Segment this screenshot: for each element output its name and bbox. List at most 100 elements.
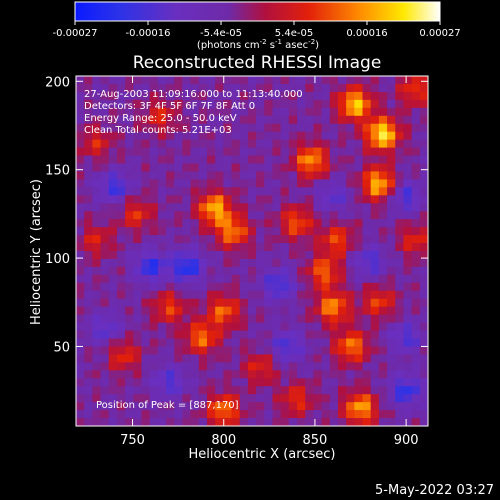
- heatmap-cell: [272, 322, 282, 331]
- heatmap-cell: [272, 274, 282, 284]
- heatmap-cell: [166, 107, 175, 117]
- heatmap-cell: [206, 131, 216, 141]
- heatmap-cell: [239, 274, 249, 284]
- heatmap-cell: [125, 346, 134, 355]
- heatmap-cell: [141, 330, 151, 339]
- heatmap-cell: [174, 394, 183, 403]
- heatmap-cell: [76, 139, 85, 148]
- heatmap-cell: [272, 155, 282, 164]
- heatmap-cell: [313, 91, 322, 101]
- heatmap-cell: [157, 219, 167, 228]
- heatmap-cell: [297, 99, 306, 109]
- heatmap-cell: [288, 243, 298, 252]
- heatmap-cell: [264, 251, 273, 260]
- heatmap-cell: [125, 410, 134, 419]
- heatmap-cell: [141, 258, 151, 268]
- plot-frame: [75, 75, 429, 427]
- heatmap-cell: [395, 266, 404, 276]
- heatmap-cell: [182, 91, 192, 101]
- heatmap-cell: [346, 370, 355, 379]
- heatmap-cell: [190, 266, 200, 276]
- heatmap-cell: [92, 107, 101, 117]
- heatmap-cell: [231, 115, 241, 125]
- heatmap-cell: [264, 243, 273, 252]
- heatmap-cell: [108, 274, 118, 284]
- heatmap-cell: [362, 163, 372, 172]
- heatmap-cell: [215, 282, 224, 292]
- heatmap-cell: [321, 394, 331, 403]
- heatmap-cell: [387, 346, 396, 355]
- heatmap-cell: [116, 386, 126, 395]
- heatmap-cell: [280, 346, 290, 355]
- heatmap-cell: [321, 187, 331, 196]
- heatmap-cell: [116, 76, 126, 85]
- heatmap-cell: [288, 314, 298, 323]
- heatmap-cell: [215, 211, 224, 220]
- heatmap-cell: [198, 394, 208, 403]
- heatmap-cell: [247, 219, 257, 228]
- heatmap-cell: [100, 187, 110, 196]
- heatmap-cell: [288, 195, 298, 204]
- heatmap-cell: [329, 227, 339, 236]
- heatmap-cell: [166, 123, 175, 133]
- heatmap-cell: [133, 203, 142, 212]
- heatmap-cell: [206, 227, 216, 236]
- heatmap-cell: [108, 418, 118, 427]
- heatmap-cell: [182, 418, 192, 427]
- heatmap-cell: [223, 123, 232, 133]
- heatmap-cell: [362, 83, 372, 93]
- heatmap-cell: [100, 235, 110, 244]
- heatmap-cell: [198, 298, 208, 308]
- heatmap-cell: [100, 394, 110, 403]
- heatmap-cell: [84, 115, 93, 125]
- heatmap-cell: [272, 139, 282, 148]
- heatmap-cell: [157, 139, 167, 148]
- heatmap-cell: [256, 179, 265, 188]
- heatmap-cell: [329, 354, 339, 363]
- heatmap-cell: [362, 418, 372, 427]
- heatmap-cell: [337, 338, 347, 347]
- heatmap-cell: [387, 354, 396, 363]
- heatmap-cell: [370, 290, 380, 300]
- heatmap-cell: [133, 354, 142, 363]
- heatmap-cell: [174, 346, 183, 355]
- heatmap-cell: [247, 298, 257, 308]
- heatmap-cell: [166, 274, 175, 284]
- heatmap-cell: [157, 131, 167, 141]
- heatmap-cell: [313, 418, 322, 427]
- heatmap-cell: [403, 155, 413, 164]
- heatmap-cell: [108, 99, 118, 109]
- heatmap-cell: [329, 147, 339, 156]
- heatmap-cell: [157, 179, 167, 188]
- heatmap-cell: [141, 211, 151, 220]
- heatmap-cell: [346, 99, 355, 109]
- heatmap-cell: [387, 203, 396, 212]
- heatmap-cell: [223, 338, 232, 347]
- heatmap-cell: [329, 362, 339, 371]
- heatmap-cell: [174, 370, 183, 379]
- heatmap-cell: [116, 362, 126, 371]
- heatmap-cell: [231, 107, 241, 117]
- heatmap-cell: [288, 203, 298, 212]
- x-tick-label: 750: [120, 433, 145, 448]
- heatmap-cell: [288, 76, 298, 85]
- heatmap-cell: [403, 83, 413, 93]
- heatmap-cell: [256, 147, 265, 156]
- heatmap-cell: [313, 370, 322, 379]
- heatmap-cell: [411, 274, 421, 284]
- heatmap-cell: [346, 266, 355, 276]
- heatmap-cell: [346, 322, 355, 331]
- heatmap-cell: [247, 179, 257, 188]
- heatmap-cell: [231, 219, 241, 228]
- heatmap-cell: [108, 298, 118, 308]
- heatmap-cell: [133, 266, 142, 276]
- heatmap-cell: [239, 235, 249, 244]
- heatmap-cell: [190, 211, 200, 220]
- heatmap-cell: [337, 266, 347, 276]
- heatmap-cell: [272, 258, 282, 268]
- heatmap-cell: [223, 418, 232, 427]
- heatmap-cell: [305, 187, 314, 196]
- heatmap-cell: [321, 251, 331, 260]
- heatmap-cell: [288, 386, 298, 395]
- heatmap-cell: [370, 203, 380, 212]
